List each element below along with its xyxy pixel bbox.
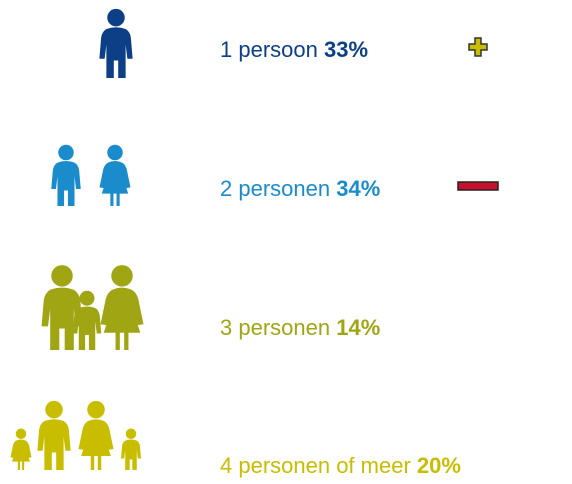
icon-four-persons	[10, 400, 141, 470]
value: 34%	[336, 176, 380, 201]
value: 33%	[324, 37, 368, 62]
label: 3 personen	[220, 315, 330, 340]
plus-icon	[468, 37, 488, 57]
icon-three-persons	[41, 265, 144, 350]
row-text: 2 personen 34%	[220, 176, 380, 201]
minus-icon	[457, 181, 499, 191]
row-text: 3 personen 14%	[220, 315, 380, 340]
row-text: 1 persoon 33%	[220, 37, 368, 62]
icon-one-person	[99, 8, 133, 78]
label: 2 personen	[220, 176, 330, 201]
value: 20%	[417, 453, 461, 478]
value: 14%	[336, 315, 380, 340]
row-text: 4 personen of meer 20%	[220, 453, 461, 478]
label: 4 personen of meer	[220, 453, 411, 478]
label: 1 persoon	[220, 37, 318, 62]
icon-two-persons	[51, 144, 131, 206]
